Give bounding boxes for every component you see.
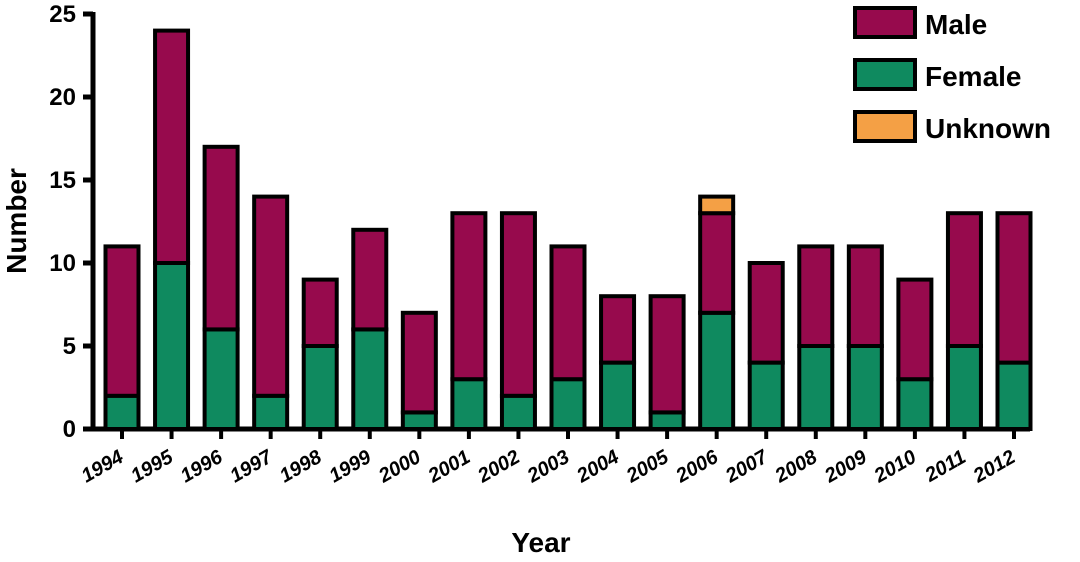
x-tick-label: 2004 xyxy=(572,446,622,488)
x-tick-label: 2005 xyxy=(622,446,673,488)
bar-segment-female xyxy=(995,360,1033,432)
bar-segment-male xyxy=(301,277,339,349)
bar-segment-female xyxy=(450,377,488,432)
legend-label-unknown: Unknown xyxy=(925,113,1051,144)
x-tick-label: 1998 xyxy=(276,446,326,488)
bar-segment-male xyxy=(450,211,488,382)
x-tick-label: 1994 xyxy=(78,446,128,487)
x-tick-label: 2000 xyxy=(374,446,424,488)
x-tick-label: 1997 xyxy=(226,446,276,488)
y-tick-label: 15 xyxy=(49,167,76,194)
bar-segment-male xyxy=(400,310,438,415)
x-tick-label: 1995 xyxy=(127,446,177,488)
bar-segment-female xyxy=(351,327,389,431)
x-tick-label: 2012 xyxy=(969,446,1019,488)
bar-segment-male xyxy=(599,294,637,365)
x-tick-label: 2008 xyxy=(771,446,822,488)
bar-segment-female xyxy=(301,344,339,431)
bar-segment-female xyxy=(202,327,240,431)
bar-segment-female xyxy=(698,310,736,431)
legend: Male Female Unknown xyxy=(853,6,1051,144)
bar-segment-female xyxy=(846,344,884,431)
x-tick-label: 2001 xyxy=(424,446,474,488)
legend-label-female: Female xyxy=(925,61,1022,92)
bar-segment-male xyxy=(351,227,389,332)
x-tick-label: 2003 xyxy=(523,446,573,488)
bar-segment-male xyxy=(945,211,983,348)
bar-segment-male xyxy=(995,211,1033,365)
bars xyxy=(103,28,1033,432)
bar-segment-male xyxy=(549,244,587,382)
bar-segment-male xyxy=(648,294,686,415)
x-tick-label: 2010 xyxy=(870,446,920,488)
bar-segment-female xyxy=(896,377,934,432)
x-tick-label: 2002 xyxy=(473,446,523,488)
x-tick-label: 2009 xyxy=(820,446,871,488)
x-tick-label: 2007 xyxy=(721,446,772,488)
bar-segment-female xyxy=(400,410,438,431)
bar-segment-female xyxy=(153,261,191,431)
bar-segment-male xyxy=(252,194,290,398)
bar-segment-male xyxy=(747,261,785,365)
bar-segment-female xyxy=(103,393,141,431)
bar-segment-female xyxy=(549,377,587,432)
legend-swatch-female xyxy=(853,58,917,91)
legend-label-male: Male xyxy=(925,9,987,40)
bar-segment-male xyxy=(153,28,191,265)
y-tick-label: 5 xyxy=(63,333,76,360)
x-tick-label: 1996 xyxy=(177,446,227,488)
x-axis-title: Year xyxy=(511,527,570,557)
bar-segment-female xyxy=(648,410,686,431)
y-tick-label: 25 xyxy=(49,1,76,28)
bar-segment-female xyxy=(747,360,785,432)
x-tick-label: 1999 xyxy=(326,446,376,488)
x-tick-label: 2006 xyxy=(672,446,723,488)
bar-segment-male xyxy=(846,244,884,348)
bar-segment-female xyxy=(599,360,637,432)
bar-segment-female xyxy=(499,393,537,431)
bar-segment-male xyxy=(797,244,835,348)
legend-swatch-unknown xyxy=(853,110,917,143)
bar-segment-female xyxy=(945,344,983,431)
x-tick-label: 2011 xyxy=(921,446,970,487)
legend-swatch-male xyxy=(853,6,917,39)
bar-segment-male xyxy=(103,244,141,398)
bar-segment-male xyxy=(698,211,736,315)
bar-segment-male xyxy=(499,211,537,398)
bar-segment-male xyxy=(896,277,934,382)
bar-segment-female xyxy=(797,344,835,431)
y-tick-label: 10 xyxy=(49,250,76,277)
y-tick-label: 0 xyxy=(63,416,76,443)
bar-segment-male xyxy=(202,144,240,332)
y-axis-title: Number xyxy=(1,168,32,274)
bar-segment-unknown xyxy=(698,194,736,216)
y-tick-label: 20 xyxy=(49,84,76,111)
bar-segment-female xyxy=(252,393,290,431)
